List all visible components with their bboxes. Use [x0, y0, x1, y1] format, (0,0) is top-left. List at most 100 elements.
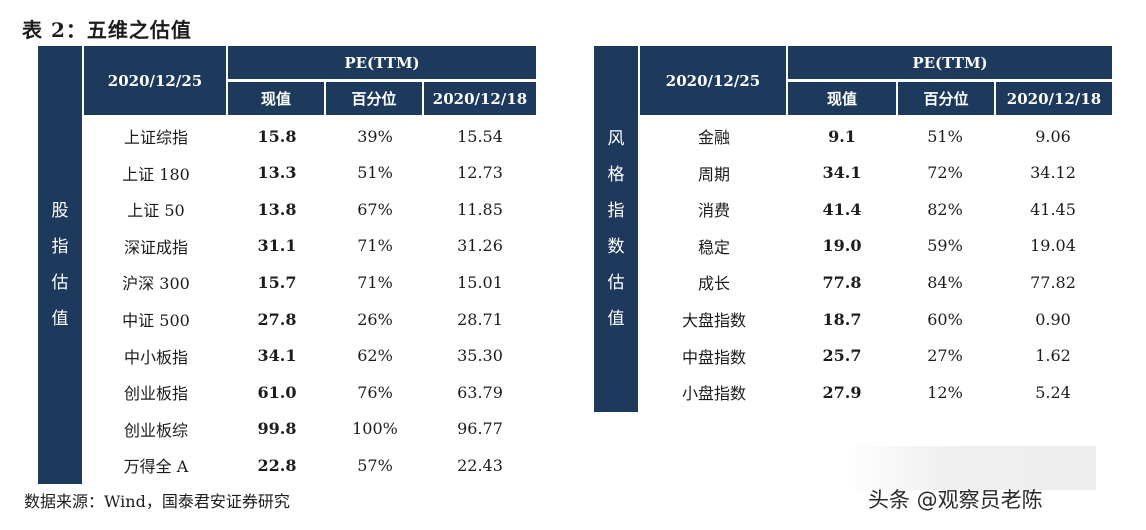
row-prev-value: 15.01 — [457, 272, 503, 292]
sub-header-current: 现值 — [228, 82, 324, 115]
table-row: 中小板指 34.1 62% 35.30 — [84, 338, 536, 374]
row-percentile: 60% — [927, 309, 963, 329]
row-current-value: 34.1 — [257, 346, 297, 366]
table-row: 上证 180 13.3 51% 12.73 — [84, 155, 536, 191]
watermark: 头条 @观察员老陈 — [868, 488, 1043, 512]
table-row: 创业板指 61.0 76% 63.79 — [84, 374, 536, 410]
row-name: 中证 500 — [122, 311, 190, 330]
row-current-value: 31.1 — [257, 236, 297, 256]
pe-header: PE(TTM) — [788, 46, 1112, 79]
row-current-value: 25.7 — [822, 346, 862, 366]
date-header: 2020/12/25 — [640, 46, 786, 115]
style-index-valuation-table: 风 格 指 数 估 值 2020/12/25 PE(TTM) 现值 百分位 20… — [594, 46, 1112, 412]
row-name: 创业板综 — [123, 420, 188, 440]
sidebar-char: 股 — [51, 201, 69, 221]
watermark-backdrop — [846, 446, 1096, 490]
row-percentile: 100% — [352, 419, 398, 439]
row-current-value: 61.0 — [257, 382, 297, 402]
row-prev-value: 12.73 — [457, 163, 503, 183]
sidebar-char: 估 — [607, 273, 625, 293]
sub-header-current: 现值 — [788, 82, 896, 115]
row-percentile: 27% — [927, 346, 963, 366]
sidebar-char: 指 — [607, 201, 625, 221]
row-current-value: 13.3 — [257, 163, 297, 183]
row-current-value: 27.8 — [257, 309, 297, 329]
sidebar-char: 估 — [51, 273, 69, 293]
sub-header-prev-date: 2020/12/18 — [996, 82, 1112, 115]
sidebar-char: 指 — [51, 237, 69, 257]
row-percentile: 71% — [357, 272, 393, 292]
table-row: 深证成指 31.1 71% 31.26 — [84, 228, 536, 264]
row-name: 深证成指 — [123, 237, 188, 257]
table-row: 上证 50 13.8 67% 11.85 — [84, 191, 536, 227]
sub-header-percentile: 百分位 — [326, 82, 422, 115]
row-current-value: 99.8 — [257, 419, 297, 439]
row-percentile: 59% — [927, 236, 963, 256]
row-current-value: 9.1 — [828, 126, 856, 146]
row-name: 消费 — [697, 201, 730, 221]
sidebar-char: 格 — [607, 165, 625, 185]
row-prev-value: 15.54 — [457, 126, 503, 146]
row-prev-value: 22.43 — [457, 455, 503, 475]
table-row: 金融 9.1 51% 9.06 — [640, 118, 1112, 154]
sidebar-char: 风 — [607, 129, 625, 149]
row-percentile: 51% — [357, 163, 393, 183]
row-percentile: 26% — [357, 309, 393, 329]
row-current-value: 22.8 — [257, 455, 297, 475]
pe-header: PE(TTM) — [228, 46, 536, 79]
row-name: 稳定 — [697, 237, 730, 257]
row-current-value: 15.8 — [257, 126, 297, 146]
table-row: 创业板综 99.8 100% 96.77 — [84, 411, 536, 447]
sidebar-char: 值 — [607, 309, 625, 329]
sidebar-char: 值 — [51, 309, 69, 329]
row-prev-value: 77.82 — [1030, 272, 1076, 292]
row-name: 创业板指 — [123, 384, 188, 404]
sub-header-prev-date: 2020/12/18 — [424, 82, 536, 115]
row-prev-value: 35.30 — [457, 346, 503, 366]
row-current-value: 13.8 — [257, 199, 297, 219]
table-row: 上证综指 15.8 39% 15.54 — [84, 118, 536, 154]
row-percentile: 72% — [927, 163, 963, 183]
sidebar-label: 股 指 估 值 — [38, 46, 82, 484]
row-name: 成长 — [697, 274, 730, 294]
row-current-value: 34.1 — [822, 163, 862, 183]
row-prev-value: 5.24 — [1035, 382, 1071, 402]
row-prev-value: 34.12 — [1030, 163, 1076, 183]
row-prev-value: 41.45 — [1030, 199, 1076, 219]
row-current-value: 41.4 — [822, 199, 862, 219]
row-prev-value: 9.06 — [1035, 126, 1071, 146]
row-name: 上证 180 — [122, 164, 190, 184]
row-percentile: 71% — [357, 236, 393, 256]
sidebar-label: 风 格 指 数 估 值 — [594, 46, 638, 412]
row-percentile: 57% — [357, 455, 393, 475]
row-prev-value: 11.85 — [457, 199, 503, 219]
table-row: 中证 500 27.8 26% 28.71 — [84, 301, 536, 337]
table-row: 消费 41.4 82% 41.45 — [640, 191, 1112, 227]
table-row: 大盘指数 18.7 60% 0.90 — [640, 301, 1112, 337]
row-percentile: 12% — [927, 382, 963, 402]
row-prev-value: 63.79 — [457, 382, 503, 402]
row-current-value: 15.7 — [257, 272, 297, 292]
date-header: 2020/12/25 — [84, 46, 226, 115]
row-name: 上证综指 — [123, 128, 188, 147]
sidebar-char: 数 — [607, 237, 625, 257]
row-percentile: 39% — [357, 126, 393, 146]
row-prev-value: 31.26 — [457, 236, 503, 256]
data-source-note: 数据来源：Wind，国泰君安证券研究 — [24, 492, 290, 511]
row-prev-value: 19.04 — [1030, 236, 1076, 256]
row-current-value: 27.9 — [822, 382, 862, 402]
row-name: 上证 50 — [127, 201, 185, 221]
row-prev-value: 0.90 — [1035, 309, 1071, 329]
table-row: 中盘指数 25.7 27% 1.62 — [640, 338, 1112, 374]
row-name: 金融 — [697, 128, 730, 147]
row-name: 小盘指数 — [681, 384, 746, 404]
row-current-value: 18.7 — [822, 309, 862, 329]
table-row: 沪深 300 15.7 71% 15.01 — [84, 264, 536, 300]
row-current-value: 77.8 — [822, 272, 862, 292]
table-row: 周期 34.1 72% 34.12 — [640, 155, 1112, 191]
row-name: 万得全 A — [123, 457, 189, 477]
page-title: 表 2：五维之估值 — [22, 18, 192, 42]
row-name: 沪深 300 — [122, 274, 190, 294]
row-percentile: 82% — [927, 199, 963, 219]
row-prev-value: 28.71 — [457, 309, 503, 329]
